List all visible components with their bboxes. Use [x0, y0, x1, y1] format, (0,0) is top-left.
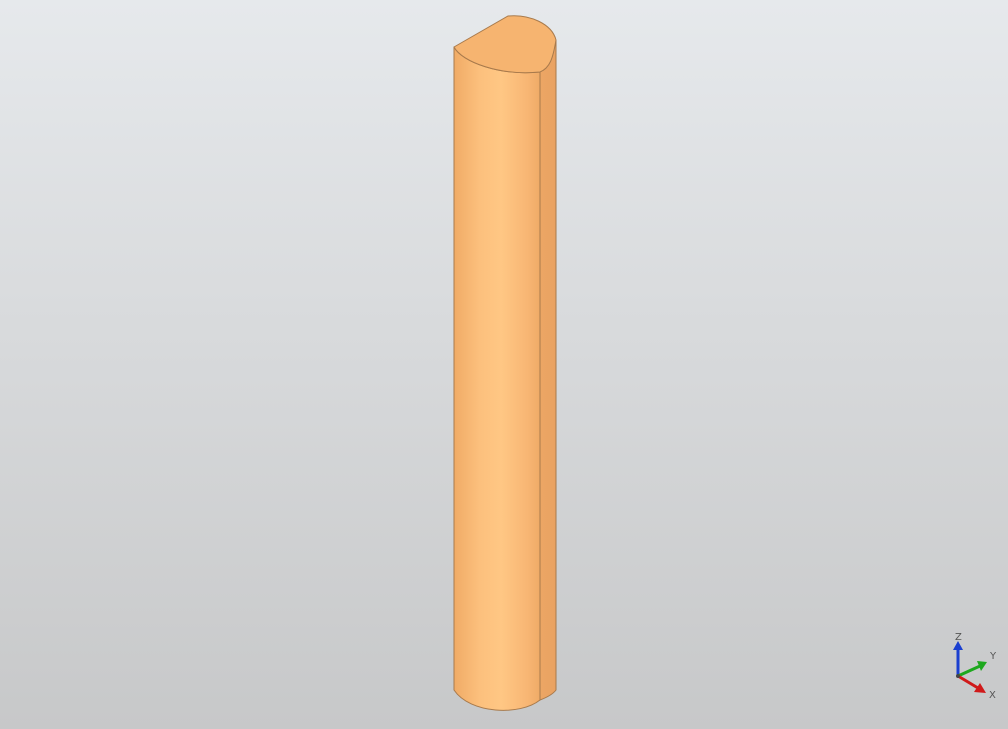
x-axis-label: X	[989, 690, 996, 700]
x-axis-line	[957, 674, 979, 690]
top-cap-face[interactable]	[453, 15, 557, 74]
curved-side-face[interactable]	[453, 46, 541, 711]
y-axis-arrow-icon	[977, 661, 987, 671]
z-axis-label: Z	[955, 632, 962, 643]
origin-dot	[956, 674, 960, 678]
y-axis-label: Y	[989, 651, 997, 662]
x-axis-arrow-icon	[974, 683, 986, 693]
y-axis-line	[957, 664, 981, 678]
flat-side-face[interactable]	[539, 39, 557, 701]
axis-triad[interactable]: Z Y X	[940, 628, 1004, 701]
z-axis-arrow-icon	[953, 641, 963, 650]
